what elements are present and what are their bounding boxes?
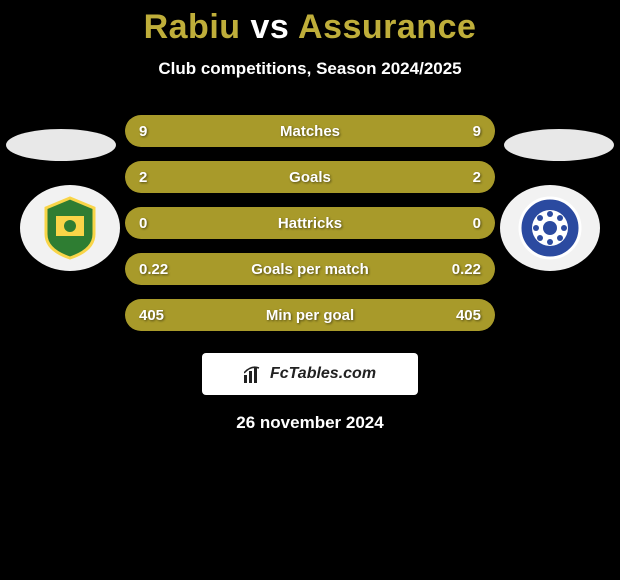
right-team-badge <box>500 185 600 271</box>
chart-bars-icon <box>244 365 264 383</box>
watermark: FcTables.com <box>202 353 418 395</box>
right-flag <box>504 129 614 161</box>
stat-value-right: 0 <box>441 215 481 232</box>
stat-row: 0.22Goals per match0.22 <box>125 253 495 285</box>
crest-left-icon <box>36 194 104 262</box>
stat-value-right: 0.22 <box>441 261 481 278</box>
stat-label: Goals <box>125 169 495 186</box>
left-flag <box>6 129 116 161</box>
subtitle: Club competitions, Season 2024/2025 <box>0 59 620 79</box>
stat-value-right: 405 <box>441 307 481 324</box>
left-team-badge <box>20 185 120 271</box>
main-area: 9Matches9 2Goals2 0Hattricks0 0.22Goals per… <box>0 115 620 433</box>
title-left-name: Rabiu <box>144 8 241 46</box>
stat-value-right: 2 <box>441 169 481 186</box>
stat-row: 405Min per goal405 <box>125 299 495 331</box>
date-label: 26 november 2024 <box>0 413 620 433</box>
stat-label: Goals per match <box>125 261 495 278</box>
stat-row: 2Goals2 <box>125 161 495 193</box>
stat-row: 0Hattricks0 <box>125 207 495 239</box>
comparison-card: Rabiu vs Assurance Club competitions, Se… <box>0 0 620 433</box>
watermark-text: FcTables.com <box>270 365 376 383</box>
title-right-name: Assurance <box>298 8 476 46</box>
stat-label: Min per goal <box>125 307 495 324</box>
crest-right-icon <box>516 194 584 262</box>
stats-list: 9Matches9 2Goals2 0Hattricks0 0.22Goals per… <box>125 115 495 331</box>
stat-label: Matches <box>125 123 495 140</box>
stat-row: 9Matches9 <box>125 115 495 147</box>
stat-value-right: 9 <box>441 123 481 140</box>
stat-label: Hattricks <box>125 215 495 232</box>
page-title: Rabiu vs Assurance <box>0 8 620 47</box>
title-vs: vs <box>251 8 290 46</box>
